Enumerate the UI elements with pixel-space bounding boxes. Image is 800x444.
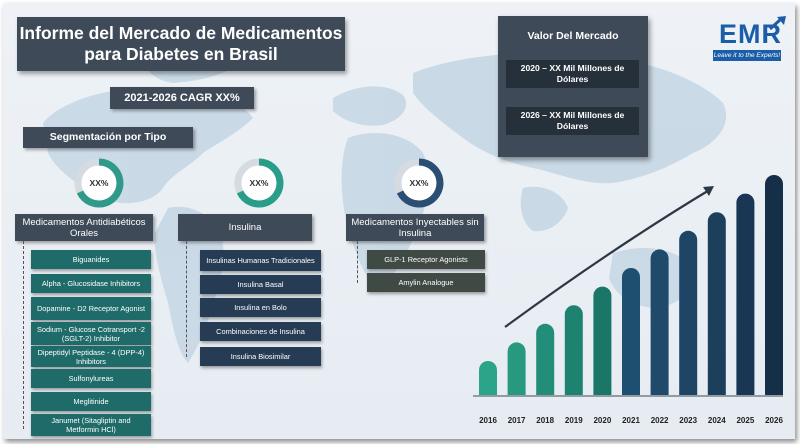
tree-connector (186, 241, 187, 357)
list-item: Insulina en Bolo (200, 298, 321, 317)
year-label-2025: 2025 (736, 416, 755, 425)
donut-ring-icon (394, 158, 444, 208)
market-value-panel: Valor Del Mercado 2020 – XX Mil Millones… (498, 16, 648, 157)
donut-oral-label: XX% (89, 178, 109, 188)
trend-arrow-icon (504, 188, 712, 328)
logo-tagline: Leave it to the Experts! (713, 50, 781, 61)
donut-insulin-label: XX% (249, 178, 269, 188)
year-label-2019: 2019 (564, 416, 583, 425)
year-label-2018: 2018 (536, 416, 555, 425)
emr-logo: EMR Leave it to the Experts! (705, 16, 789, 65)
year-label-2016: 2016 (479, 416, 497, 425)
list-item: Dopamine - D2 Receptor Agonist (31, 297, 151, 320)
list-item: GLP-1 Receptor Agonists (367, 250, 485, 269)
growth-bar-chart (473, 175, 783, 397)
trend-arrowhead-icon (703, 186, 714, 196)
infographic-frame: Informe del Mercado de Medicamentos para… (3, 3, 795, 439)
category-injectable: Medicamentos Inyectables sin Insulina (346, 214, 484, 241)
chart-bar-2025 (736, 193, 755, 395)
chart-bar-2020 (593, 286, 612, 395)
logo-arrow-icon (769, 16, 786, 31)
year-label-2026: 2026 (765, 416, 783, 425)
category-oral: Medicamentos Antidiabéticos Orales (15, 214, 153, 241)
list-item: Amylin Analogue (367, 273, 485, 292)
list-item: Combinaciones de Insulina (200, 322, 321, 341)
donut-ring-icon (234, 158, 284, 208)
cagr-label: 2021-2026 CAGR XX% (110, 87, 254, 109)
list-item: Insulinas Humanas Tradicionales (200, 250, 321, 271)
year-label-2021: 2021 (622, 416, 640, 425)
year-label-2020: 2020 (593, 416, 612, 425)
chart-bar-2018 (536, 323, 555, 395)
list-item: Meglitinide (31, 392, 151, 411)
year-label-2022: 2022 (650, 416, 669, 425)
list-item: Sulfonylureas (31, 369, 151, 388)
donut-insulin: XX% (232, 156, 286, 210)
chart-bar-2024 (707, 212, 726, 395)
market-value-2020: 2020 – XX Mil Millones de Dólares (506, 60, 639, 88)
year-label-2017: 2017 (507, 416, 526, 425)
chart-bar-2021 (622, 268, 640, 395)
logo-text: EMR (719, 19, 782, 49)
segmentation-title: Segmentación por Tipo (23, 127, 193, 148)
donut-ring-icon (74, 158, 124, 208)
list-item: Biguanides (31, 250, 151, 269)
donut-injectable: XX% (392, 156, 446, 210)
tree-connector (357, 241, 358, 283)
list-item: Insulina Basal (200, 275, 321, 294)
report-title: Informe del Mercado de Medicamentos para… (17, 17, 345, 71)
list-item: Janumet (Sitagliptin and Metformin HCl) (31, 414, 151, 436)
chart-bar-2017 (507, 342, 526, 395)
chart-bar-2019 (564, 305, 583, 395)
category-insulin: Insulina (178, 214, 312, 241)
list-item: Alpha - Glucosidase Inhibitors (31, 274, 151, 293)
tree-connector (23, 241, 24, 429)
chart-bar-2022 (650, 249, 669, 395)
list-item: Dipeptidyl Peptidase - 4 (DPP-4) Inhibit… (31, 346, 151, 367)
chart-bar-2026 (765, 175, 783, 395)
chart-bar-2016 (479, 361, 497, 395)
year-label-2023: 2023 (679, 416, 698, 425)
donut-oral: XX% (72, 156, 126, 210)
year-label-2024: 2024 (707, 416, 726, 425)
market-value-title: Valor Del Mercado (527, 30, 619, 42)
market-value-2026: 2026 – XX Mil Millones de Dólares (506, 107, 639, 135)
donut-injectable-label: XX% (409, 178, 429, 188)
list-item: Insulina Biosimilar (200, 347, 321, 366)
list-item: Sodium - Glucose Cotransport -2 (SGLT-2)… (31, 322, 151, 345)
chart-bar-2023 (679, 230, 698, 395)
